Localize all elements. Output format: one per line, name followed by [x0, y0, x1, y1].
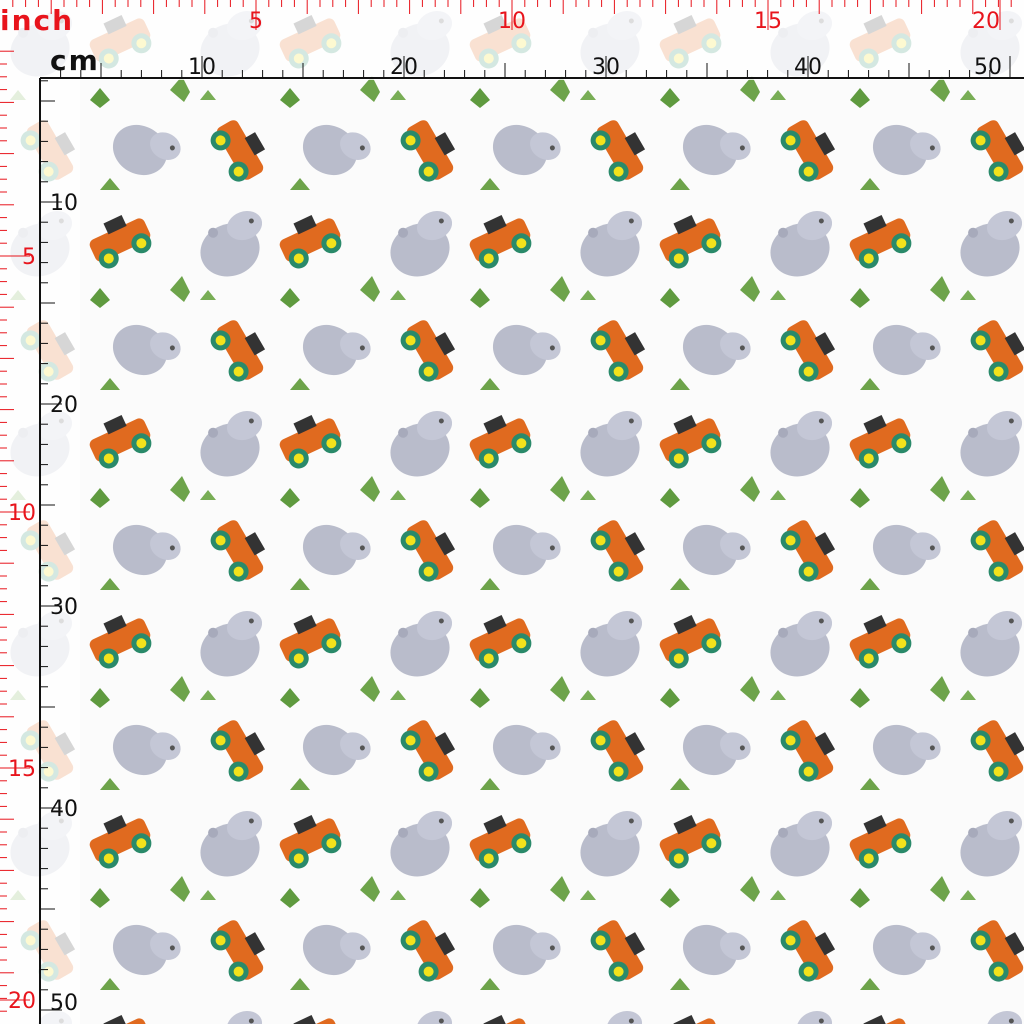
- inch-label: 5: [22, 245, 36, 270]
- cm-label: 40: [794, 55, 822, 80]
- cm-label: 50: [974, 55, 1002, 80]
- cm-unit: cm: [50, 44, 100, 77]
- cm-label: 10: [50, 191, 78, 216]
- cm-label: 40: [50, 797, 78, 822]
- cm-label: 30: [592, 55, 620, 80]
- inch-label: 10: [8, 501, 36, 526]
- cm-label: 20: [390, 55, 418, 80]
- inch-label: 10: [498, 9, 526, 34]
- inch-label: 20: [972, 9, 1000, 34]
- inch-label: 15: [8, 757, 36, 782]
- cm-label: 10: [188, 55, 216, 80]
- inch-label: 5: [249, 9, 263, 34]
- inch-label: 20: [8, 989, 36, 1014]
- cm-label: 50: [50, 991, 78, 1016]
- inch-label: 15: [754, 9, 782, 34]
- cm-label: 20: [50, 393, 78, 418]
- cm-label: 30: [50, 595, 78, 620]
- inch-unit: inch: [0, 4, 74, 37]
